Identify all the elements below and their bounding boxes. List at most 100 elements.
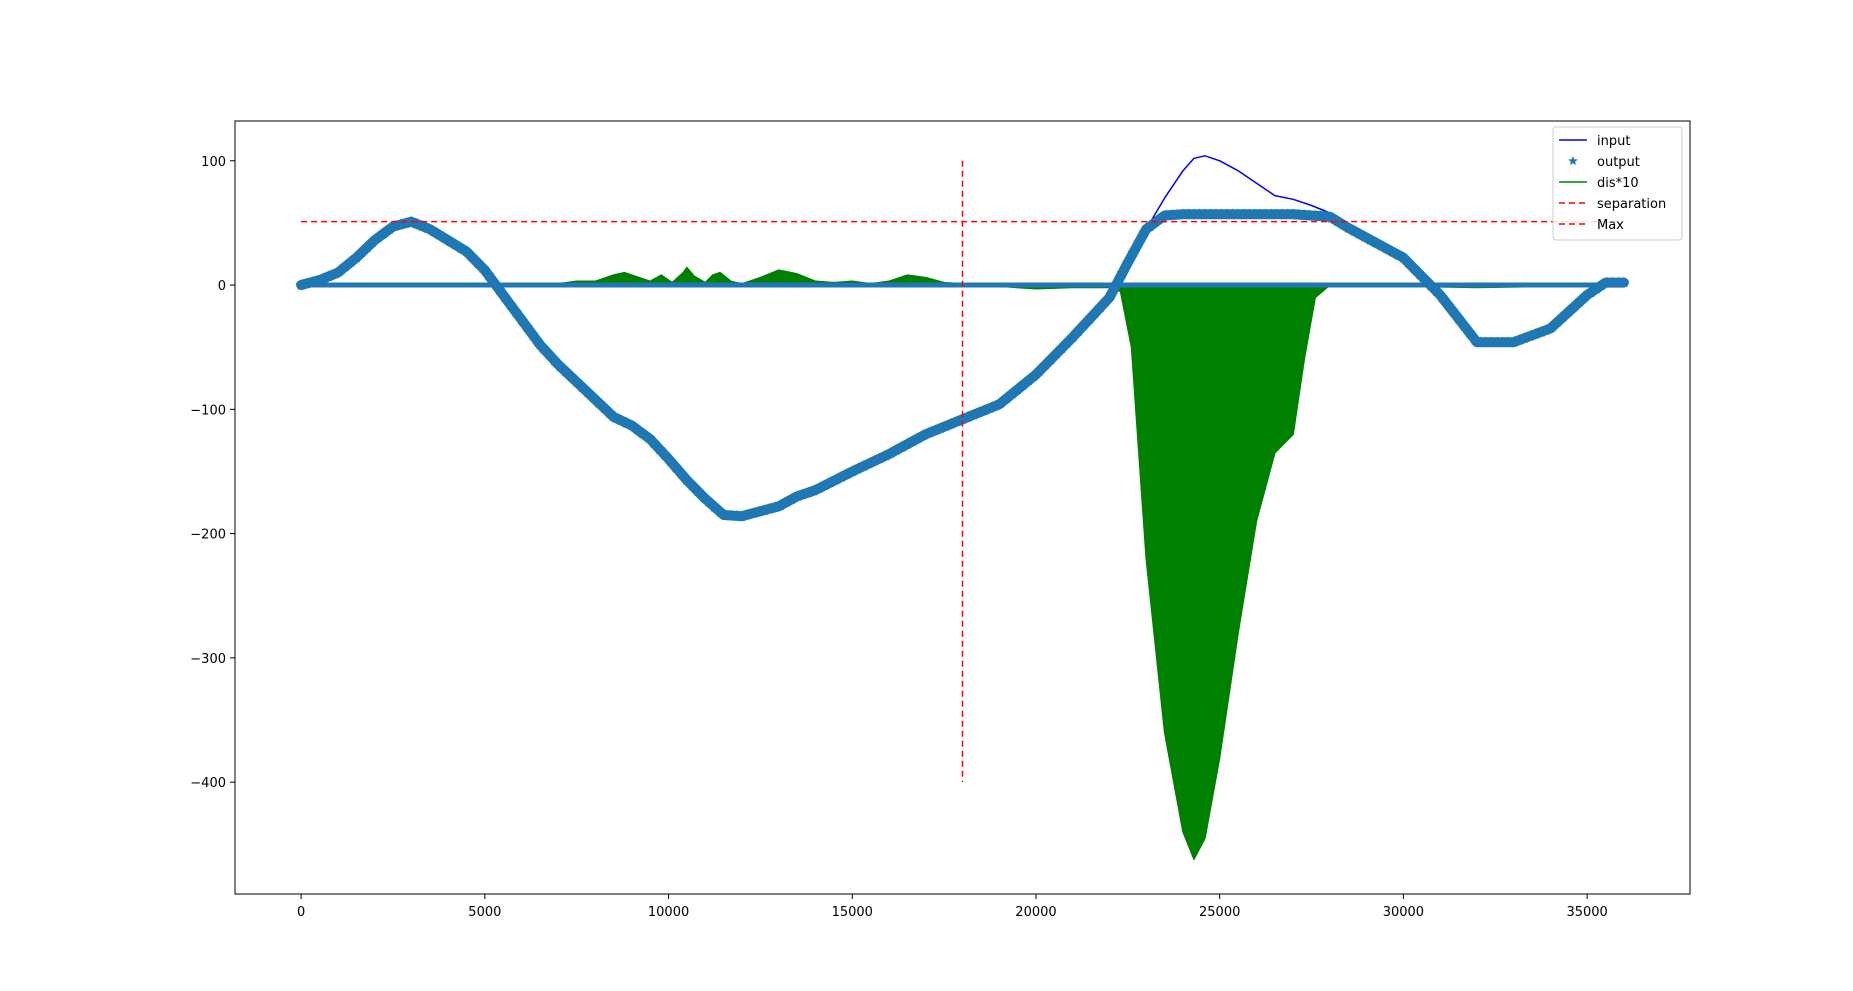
output-point [1331,215,1343,226]
y-tick-label: −100 [190,403,226,418]
output-point [681,474,693,485]
legend-label: dis*10 [1597,176,1639,191]
output-point [1546,320,1558,332]
output-point [323,270,335,282]
y-axis: 100 0 −100 −200 −300 −400 [190,155,235,791]
output-point [1116,267,1128,278]
output-point [460,245,473,257]
output-point [1375,239,1388,251]
output-point [648,437,660,448]
output-point [1083,313,1095,325]
output-point [1447,305,1459,317]
axes-frame [234,120,1691,895]
output-point [1618,276,1630,288]
output-point [549,354,561,366]
output-point [1034,364,1046,376]
output-point [1011,383,1024,395]
output-point [951,415,963,427]
output-point [956,413,969,425]
output-point [1563,305,1575,317]
output-point [1094,301,1106,313]
output-point [973,406,985,418]
output-point [1138,226,1151,238]
output-point [1568,300,1580,312]
series-dis10-fill [300,266,1625,860]
output-point [967,408,980,420]
output-point [477,262,489,274]
output-point [515,313,528,325]
output-point [752,505,765,517]
output-point [504,298,517,310]
legend-label: input [1597,134,1630,149]
output-point [802,486,814,498]
output-point [1100,295,1112,307]
output-point [1458,319,1470,331]
output-point [1089,307,1101,319]
series-output-markers [295,208,1630,522]
x-tick-label: 25000 [1199,905,1240,920]
output-point [537,342,550,354]
output-point [1436,291,1448,303]
legend-box [1552,126,1683,241]
output-point [819,479,831,491]
output-point [372,231,384,243]
output-point [1061,336,1073,348]
output-point [466,251,478,262]
output-point [808,484,820,496]
legend-star-icon [1568,156,1578,165]
output-point [411,217,423,229]
output-point [1226,208,1239,220]
output-point [493,284,506,295]
output-point [1320,210,1332,222]
output-point [642,431,655,443]
output-point [1000,392,1013,404]
output-point [1127,246,1140,258]
output-point [824,476,836,488]
legend: input output dis*10 separation Max [1552,126,1683,241]
output-point [780,496,792,508]
output-point [703,496,715,507]
output-point [774,499,787,511]
output-point [912,432,925,443]
output-point [664,455,677,466]
output-point [1028,370,1040,381]
output-point [604,407,616,419]
plot-area [295,155,1630,860]
output-point [670,461,682,473]
output-point [1006,387,1018,399]
output-point [659,449,671,460]
output-point [554,360,566,372]
output-point [1381,242,1393,254]
output-point [692,485,704,497]
output-point [510,306,522,318]
x-tick-label: 20000 [1015,905,1056,920]
output-point [940,420,952,431]
output-point [1585,286,1597,298]
output-point [317,272,329,284]
output-point [896,441,908,452]
output-point [1469,333,1481,345]
output-point [984,402,996,413]
output-point [1078,319,1090,331]
legend-label: separation [1597,197,1666,212]
x-tick-label: 30000 [1383,905,1424,920]
output-point [328,268,340,279]
output-point [1530,328,1542,339]
output-point [334,265,346,276]
output-point [1574,295,1586,307]
output-point [830,473,842,485]
output-point [378,227,390,239]
output-point [1022,374,1035,386]
output-point [686,479,699,491]
output-point [1552,315,1564,327]
x-tick-label: 35000 [1566,905,1607,920]
output-point [1463,326,1476,338]
output-point [874,452,886,464]
legend-label: output [1597,155,1640,170]
output-point [306,276,318,287]
output-point [945,417,958,429]
output-point [1237,208,1250,220]
output-point [1144,220,1156,232]
output-point [1155,212,1167,223]
output-point [1541,323,1553,335]
